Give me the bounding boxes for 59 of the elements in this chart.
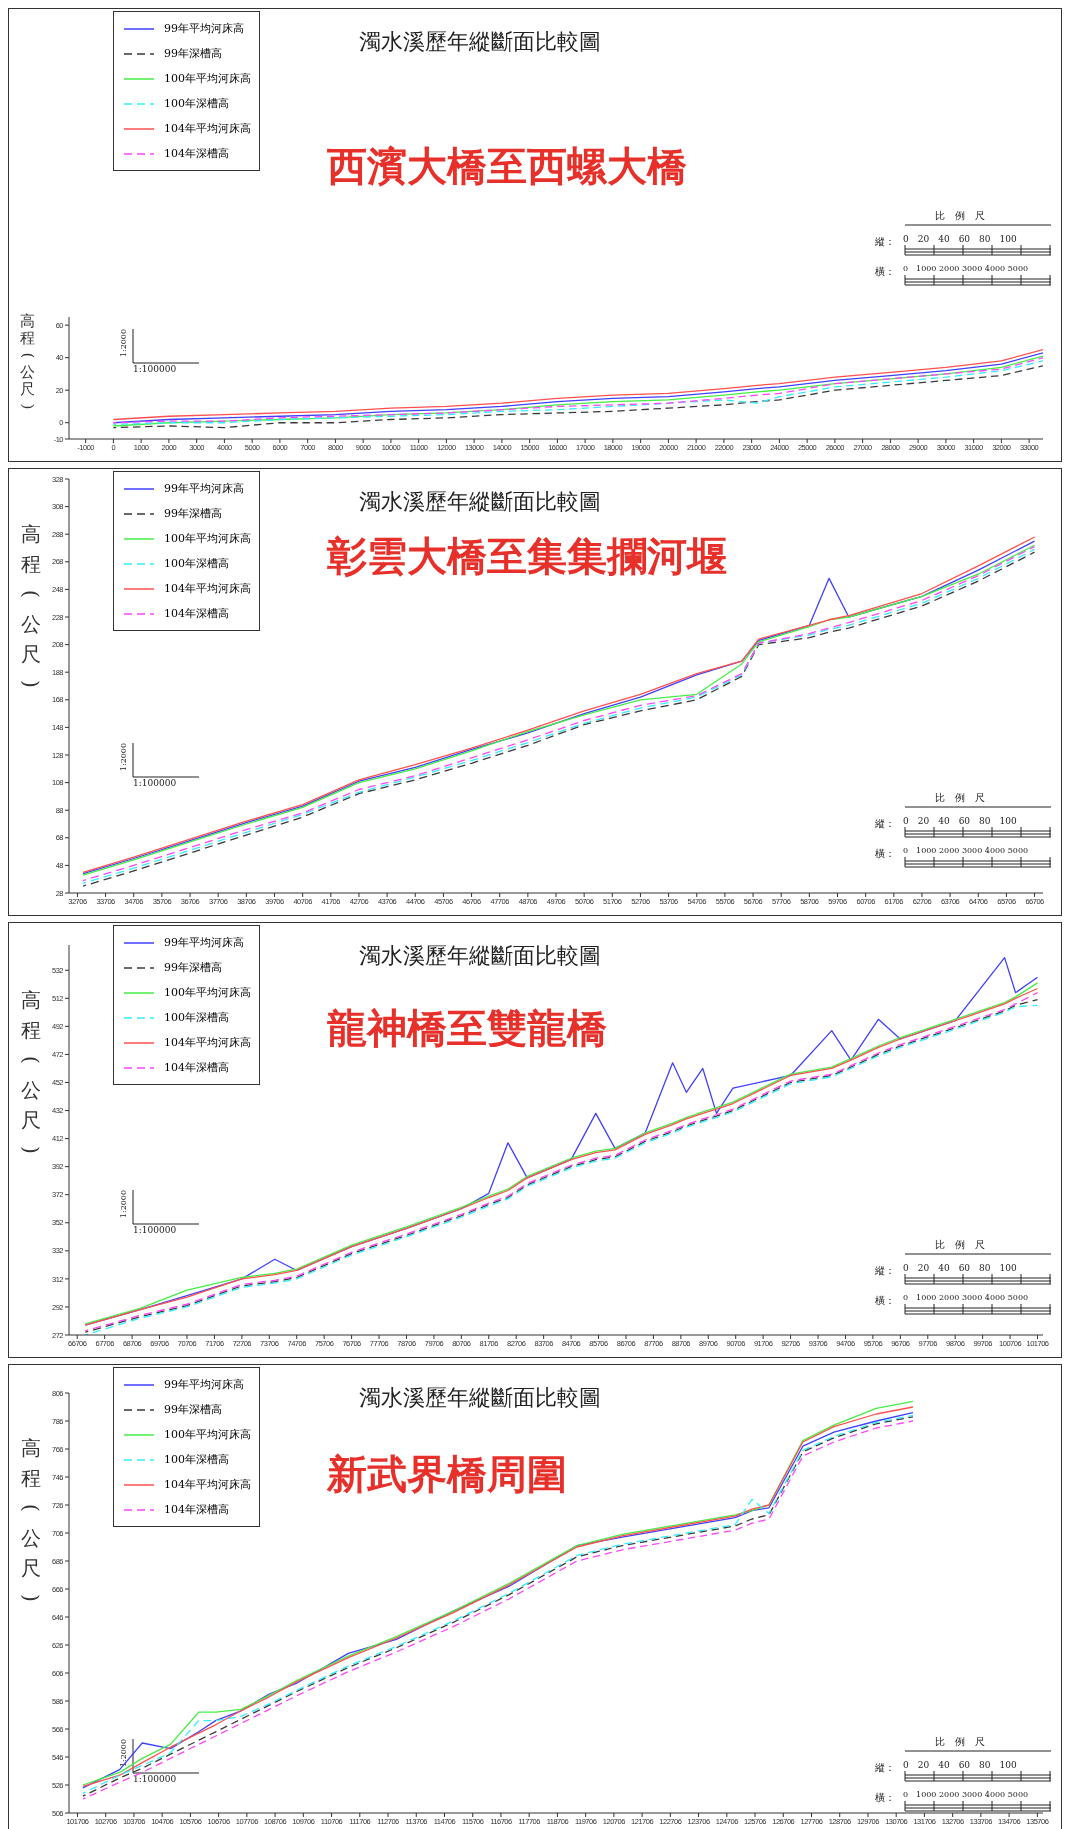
annotation: 橫： xyxy=(875,847,895,861)
legend-label: 104年平均河床高 xyxy=(164,1477,251,1492)
y-axis-title: 高程(公尺) xyxy=(16,519,46,696)
legend-label: 104年平均河床高 xyxy=(164,1035,251,1050)
annotation: 橫： xyxy=(875,1294,895,1308)
legend-label: 104年深槽高 xyxy=(164,1502,229,1517)
legend-label: 99年深槽高 xyxy=(164,506,222,521)
text: 龍神橋至雙龍橋 xyxy=(327,1004,607,1053)
legend-label: 99年平均河床高 xyxy=(164,21,244,36)
annotation: 比 例 尺 xyxy=(935,791,985,805)
legend-label: 100年深槽高 xyxy=(164,1452,229,1467)
legend-label: 99年平均河床高 xyxy=(164,935,244,950)
y-axis-title: 高程(公尺) xyxy=(16,1433,46,1610)
legend-label: 104年深槽高 xyxy=(164,1060,229,1075)
legend-label: 99年平均河床高 xyxy=(164,1377,244,1392)
annotation: 1:100000 xyxy=(133,364,177,374)
annotation: 縱： xyxy=(875,817,895,831)
legend-label: 104年深槽高 xyxy=(164,606,229,621)
legend-label: 100年平均河床高 xyxy=(164,985,251,1000)
annotation: 縱： xyxy=(875,1264,895,1278)
legend-label: 100年平均河床高 xyxy=(164,531,251,546)
legend-label: 99年深槽高 xyxy=(164,1402,222,1417)
annotation: 1:100000 xyxy=(133,778,177,788)
annotation: 0 20 40 60 80 100 xyxy=(903,1759,1017,1772)
legend-label: 99年平均河床高 xyxy=(164,481,244,496)
legend-label: 100年平均河床高 xyxy=(164,71,251,86)
legend-label: 104年平均河床高 xyxy=(164,121,251,136)
annotation: 1:2000 xyxy=(119,1739,128,1768)
chart-title: 濁水溪歷年縱斷面比較圖 xyxy=(359,1384,601,1412)
annotation: 縱： xyxy=(875,1761,895,1775)
annotation: 0 20 40 60 80 100 xyxy=(903,1262,1017,1275)
annotation: 0 1000 2000 3000 4000 5000 xyxy=(903,1292,1029,1303)
annotation: 1:2000 xyxy=(119,743,128,772)
text: 濁水溪歷年縱斷面比較圖 xyxy=(359,488,601,516)
legend-label: 100年深槽高 xyxy=(164,1010,229,1025)
legend-label: 99年深槽高 xyxy=(164,46,222,61)
legend-label: 104年深槽高 xyxy=(164,146,229,161)
legend-label: 99年深槽高 xyxy=(164,960,222,975)
chart-title: 濁水溪歷年縱斷面比較圖 xyxy=(359,28,601,56)
text: 彰雲大橋至集集攔河堰 xyxy=(327,532,727,581)
y-axis-title: 高程(公尺) xyxy=(16,985,46,1162)
annotation: 1:2000 xyxy=(119,329,128,358)
annotation: 1:2000 xyxy=(119,1190,128,1219)
text: 新武界橋周圍 xyxy=(327,1450,567,1499)
annotation: 0 20 40 60 80 100 xyxy=(903,815,1017,828)
annotation: 0 1000 2000 3000 4000 5000 xyxy=(903,1789,1029,1800)
annotation: 比 例 尺 xyxy=(935,1238,985,1252)
legend-label: 100年深槽高 xyxy=(164,96,229,111)
annotation: 1:100000 xyxy=(133,1774,177,1784)
y-axis-title: 高程(公尺) xyxy=(17,312,38,412)
legend-label: 100年深槽高 xyxy=(164,556,229,571)
annotation: 比 例 尺 xyxy=(935,1735,985,1749)
annotation: 0 1000 2000 3000 4000 5000 xyxy=(903,845,1029,856)
annotation: 橫： xyxy=(875,1791,895,1805)
legend-label: 100年平均河床高 xyxy=(164,1427,251,1442)
chart-subtitle: 西濱大橋至西螺大橋 xyxy=(327,142,687,191)
legend-label: 104年平均河床高 xyxy=(164,581,251,596)
chart-title: 濁水溪歷年縱斷面比較圖 xyxy=(359,942,601,970)
annotation: 1:100000 xyxy=(133,1225,177,1235)
